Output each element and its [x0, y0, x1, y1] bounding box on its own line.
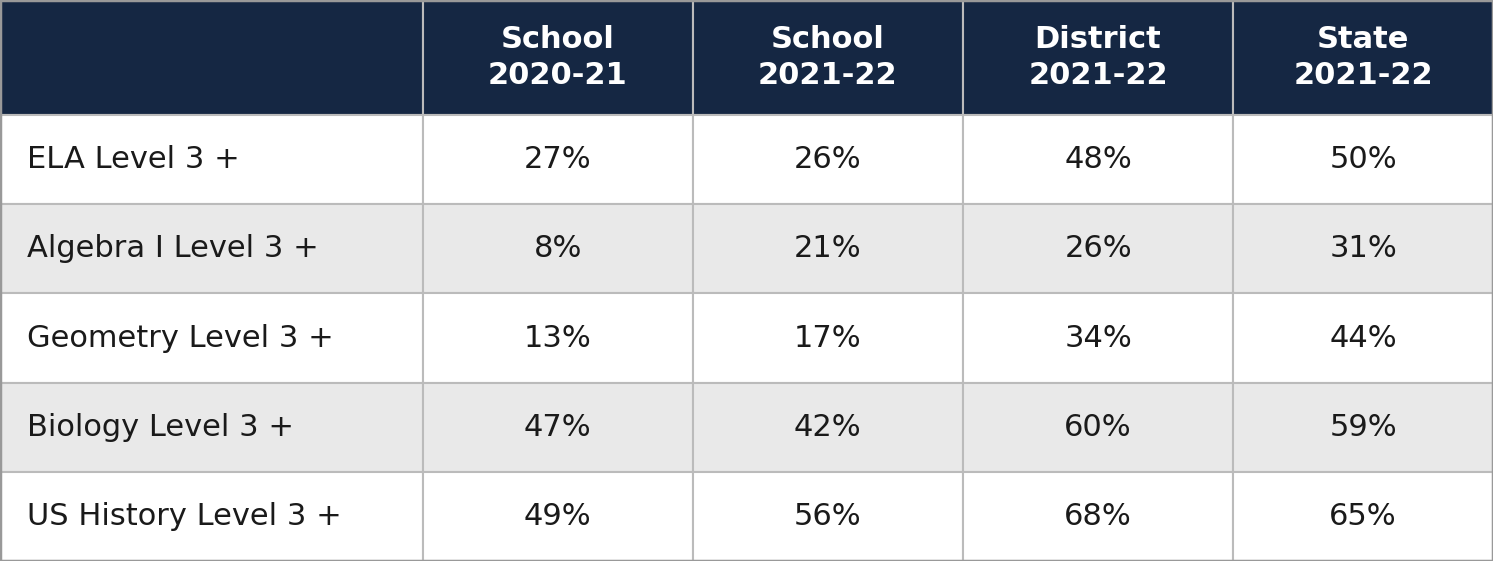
Bar — [423, 204, 693, 293]
Text: 68%: 68% — [1065, 502, 1132, 531]
Text: 17%: 17% — [794, 324, 861, 352]
Text: 26%: 26% — [1065, 234, 1132, 263]
Text: 48%: 48% — [1065, 145, 1132, 174]
Bar — [0, 0, 423, 115]
Bar — [963, 115, 1233, 204]
Text: 56%: 56% — [794, 502, 861, 531]
Bar — [423, 115, 693, 204]
Bar — [963, 204, 1233, 293]
Bar — [1233, 204, 1493, 293]
Bar — [963, 0, 1233, 115]
Text: 47%: 47% — [524, 413, 591, 442]
Text: 2020-21: 2020-21 — [488, 61, 627, 90]
Text: 49%: 49% — [524, 502, 591, 531]
Text: 8%: 8% — [533, 234, 582, 263]
Text: US History Level 3 +: US History Level 3 + — [27, 502, 342, 531]
Bar — [1233, 293, 1493, 383]
Bar — [423, 383, 693, 472]
Bar — [1233, 115, 1493, 204]
Text: 26%: 26% — [794, 145, 861, 174]
Text: 2021-22: 2021-22 — [758, 61, 897, 90]
Bar — [0, 115, 423, 204]
Bar — [0, 383, 423, 472]
Text: ELA Level 3 +: ELA Level 3 + — [27, 145, 239, 174]
Text: 60%: 60% — [1065, 413, 1132, 442]
Bar — [693, 383, 963, 472]
Bar — [0, 472, 423, 561]
Bar — [0, 293, 423, 383]
Bar — [693, 204, 963, 293]
Text: 13%: 13% — [524, 324, 591, 352]
Text: Geometry Level 3 +: Geometry Level 3 + — [27, 324, 333, 352]
Bar — [423, 0, 693, 115]
Bar — [963, 383, 1233, 472]
Text: 65%: 65% — [1329, 502, 1397, 531]
Text: 2021-22: 2021-22 — [1029, 61, 1168, 90]
Text: State: State — [1317, 25, 1409, 54]
Bar — [693, 115, 963, 204]
Text: 27%: 27% — [524, 145, 591, 174]
Text: 31%: 31% — [1329, 234, 1397, 263]
Text: Biology Level 3 +: Biology Level 3 + — [27, 413, 294, 442]
Bar — [423, 472, 693, 561]
Bar — [963, 472, 1233, 561]
Bar — [423, 293, 693, 383]
Bar — [1233, 0, 1493, 115]
Text: Algebra I Level 3 +: Algebra I Level 3 + — [27, 234, 318, 263]
Text: District: District — [1035, 25, 1162, 54]
Bar — [1233, 472, 1493, 561]
Text: 2021-22: 2021-22 — [1293, 61, 1433, 90]
Text: School: School — [770, 25, 885, 54]
Bar — [693, 472, 963, 561]
Bar — [0, 204, 423, 293]
Text: School: School — [500, 25, 615, 54]
Bar — [693, 293, 963, 383]
Text: 42%: 42% — [794, 413, 861, 442]
Bar — [963, 293, 1233, 383]
Bar — [693, 0, 963, 115]
Text: 34%: 34% — [1065, 324, 1132, 352]
Text: 44%: 44% — [1329, 324, 1397, 352]
Text: 59%: 59% — [1329, 413, 1397, 442]
Text: 50%: 50% — [1329, 145, 1397, 174]
Text: 21%: 21% — [794, 234, 861, 263]
Bar — [1233, 383, 1493, 472]
